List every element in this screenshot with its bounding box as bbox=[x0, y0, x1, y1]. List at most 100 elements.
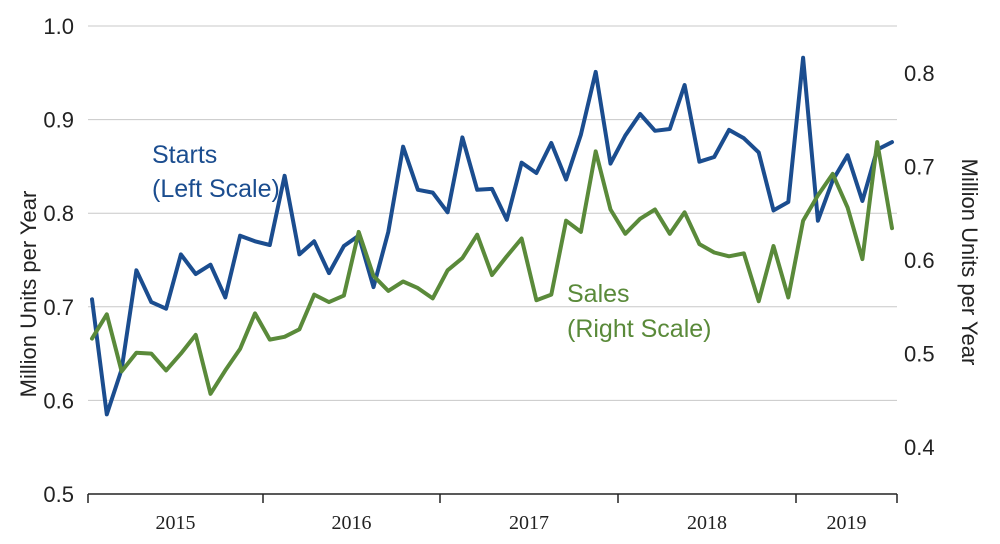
starts-point bbox=[549, 141, 553, 145]
sales-point bbox=[431, 296, 435, 300]
sales-point bbox=[386, 289, 390, 293]
sales-point bbox=[608, 207, 613, 212]
sales-point bbox=[594, 149, 598, 153]
sales-point bbox=[697, 242, 702, 246]
left-tick-label: 0.6 bbox=[43, 388, 74, 413]
sales-point bbox=[520, 236, 524, 241]
sales-point bbox=[357, 230, 361, 234]
sales-point bbox=[342, 294, 346, 298]
starts-point bbox=[460, 135, 464, 139]
starts-point bbox=[653, 129, 657, 133]
sales-point bbox=[460, 256, 464, 260]
sales-point bbox=[801, 219, 805, 223]
starts-point bbox=[697, 160, 702, 164]
right-axis-title: Million Units per Year bbox=[957, 159, 982, 366]
x-tick-label: 2015 bbox=[156, 512, 196, 534]
starts-point bbox=[223, 295, 227, 299]
starts-point bbox=[431, 191, 435, 195]
starts-point bbox=[446, 210, 450, 214]
starts-point bbox=[297, 252, 301, 256]
starts-point bbox=[505, 218, 509, 222]
sales-point bbox=[579, 230, 583, 234]
sales-point bbox=[120, 369, 124, 373]
left-tick-label: 0.9 bbox=[43, 108, 74, 133]
sales-point bbox=[223, 368, 227, 372]
sales-point bbox=[327, 300, 331, 304]
right-tick-label: 0.7 bbox=[904, 154, 935, 179]
sales-point bbox=[253, 311, 257, 315]
x-tick-label: 2016 bbox=[332, 512, 372, 534]
starts-point bbox=[608, 162, 613, 166]
starts-point bbox=[342, 244, 346, 248]
left-axis-title: Million Units per Year bbox=[16, 191, 41, 398]
sales-point bbox=[105, 312, 109, 316]
sales-point bbox=[890, 226, 894, 230]
sales-point bbox=[134, 351, 138, 355]
sales-series-label-line1: Sales bbox=[567, 280, 630, 308]
sales-point bbox=[742, 251, 746, 255]
x-tick-label: 2018 bbox=[687, 512, 727, 534]
sales-series-label-line2: (Right Scale) bbox=[567, 315, 712, 343]
sales-point bbox=[490, 273, 494, 277]
starts-point bbox=[520, 161, 524, 165]
starts-point bbox=[623, 133, 627, 138]
starts-point bbox=[416, 188, 420, 192]
left-tick-label: 0.7 bbox=[43, 295, 74, 320]
sales-point bbox=[90, 337, 94, 341]
right-tick-label: 0.5 bbox=[904, 342, 935, 367]
starts-point bbox=[860, 199, 865, 203]
series bbox=[90, 55, 894, 417]
sales-point bbox=[549, 293, 553, 297]
starts-point bbox=[164, 307, 168, 311]
sales-point bbox=[623, 232, 627, 236]
starts-point bbox=[386, 230, 390, 234]
sales-point bbox=[860, 257, 865, 261]
sales-point bbox=[297, 327, 301, 331]
sales-point bbox=[371, 274, 376, 278]
starts-series-label-line1: Starts bbox=[152, 141, 217, 169]
sales-point bbox=[786, 295, 790, 299]
sales-point bbox=[846, 206, 850, 210]
starts-point bbox=[890, 140, 894, 144]
gridlines bbox=[88, 25, 897, 401]
starts-point bbox=[534, 171, 539, 175]
starts-point bbox=[727, 128, 731, 132]
sales-point bbox=[401, 279, 405, 284]
starts-point bbox=[149, 300, 153, 304]
axes: 1.0 0.9 0.8 0.7 0.6 0.5 0.8 0.7 0.6 0.5 0.4 2015 201… bbox=[43, 14, 934, 534]
starts-point bbox=[475, 188, 479, 192]
right-tick-label: 0.4 bbox=[904, 435, 935, 460]
starts-point bbox=[594, 70, 598, 74]
labels: Million Units per Year Million Units per… bbox=[16, 141, 982, 397]
sales-point bbox=[816, 193, 820, 197]
starts-point bbox=[683, 83, 687, 87]
starts-point bbox=[846, 153, 850, 157]
sales-point bbox=[238, 347, 242, 351]
starts-point bbox=[401, 145, 405, 149]
starts-point bbox=[238, 234, 242, 238]
starts-point bbox=[105, 412, 109, 416]
starts-point bbox=[371, 285, 376, 289]
sales-point bbox=[668, 232, 672, 236]
sales-point bbox=[534, 298, 539, 302]
left-tick-label: 1.0 bbox=[43, 14, 74, 39]
sales-point bbox=[564, 219, 568, 223]
starts-point bbox=[90, 297, 94, 301]
sales-point bbox=[505, 254, 509, 258]
starts-series-label-line2: (Left Scale) bbox=[152, 175, 280, 203]
right-tick-label: 0.6 bbox=[904, 248, 935, 273]
starts-point bbox=[816, 219, 820, 223]
starts-point bbox=[194, 272, 198, 276]
starts-point bbox=[668, 127, 672, 131]
sales-point bbox=[757, 299, 761, 303]
starts-point bbox=[327, 271, 331, 275]
sales-point bbox=[475, 233, 479, 237]
sales-point bbox=[653, 207, 657, 212]
sales-point bbox=[194, 333, 198, 337]
sales-point bbox=[416, 286, 420, 290]
starts-point bbox=[312, 239, 316, 243]
sales-point bbox=[727, 254, 731, 258]
sales-point bbox=[712, 250, 716, 255]
sales-point bbox=[875, 140, 879, 144]
